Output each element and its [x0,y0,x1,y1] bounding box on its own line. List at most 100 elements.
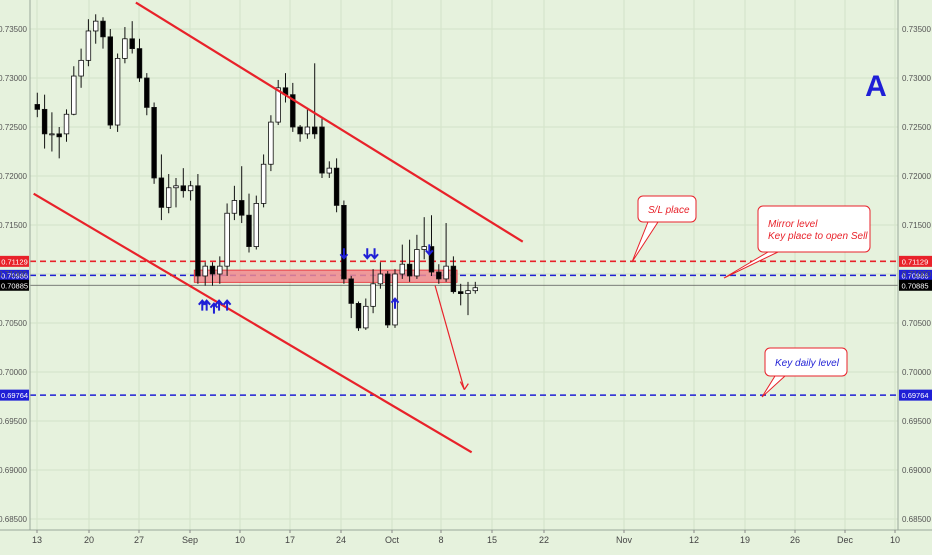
price-badge-right [899,269,932,281]
candle-body [224,212,230,267]
candle-body [85,30,92,61]
sell-zone [193,269,458,283]
x-tick-label: Dec [837,535,854,545]
candle-body [151,107,157,179]
price-badge-left [0,255,29,267]
candle-body [443,265,449,280]
y-tick-label-right: 0.70500 [902,319,931,328]
y-tick-label-left: 0.71000 [0,270,28,279]
sl-place-callout-pointer [631,221,659,263]
candle-body [144,77,150,108]
y-tick-label-right: 0.69000 [902,466,931,475]
y-tick-label-right: 0.71500 [902,221,931,230]
candle-body [56,133,62,138]
price-badge-label-right: 0.70986 [901,271,928,280]
y-tick-label-right: 0.69500 [902,417,931,426]
candle-body [114,58,121,126]
candle-body [180,185,186,192]
candle-body [290,94,296,128]
candle-body [253,203,259,247]
sell-arrow-line [434,285,465,390]
down-arrow-icon [425,244,434,256]
candle-body [472,287,478,292]
y-tick-label-left: 0.71500 [0,221,28,230]
price-badge-right [899,389,932,401]
x-tick-label: 22 [539,535,549,545]
y-tick-label-left: 0.72000 [0,172,28,181]
candle-body [370,283,376,307]
y-tick-label-right: 0.68500 [902,515,931,524]
candle-body [122,38,128,59]
x-tick-label: 10 [890,535,900,545]
candle-body [436,271,442,280]
price-badge-right [899,279,932,291]
y-tick-label-left: 0.70500 [0,319,28,328]
candle-body [238,200,245,216]
candle-body [136,48,143,79]
markers-layer [198,244,434,314]
candle-body [260,163,267,204]
price-badge-right [899,255,932,267]
x-tick-label: 20 [84,535,94,545]
candle-body [93,20,99,32]
candle-body [326,167,332,174]
sell-arrow-head [459,381,469,390]
y-tick-label-left: 0.69000 [0,466,28,475]
x-tick-label: 24 [336,535,346,545]
y-tick-label-right: 0.72000 [902,172,931,181]
candle-body [217,265,223,275]
candle-body [209,265,216,275]
candle-body [107,36,113,126]
candle-body [34,104,40,110]
candle-body [406,263,413,277]
candle-body [268,121,274,165]
candle-body [165,187,172,208]
candle-body [414,249,420,277]
price-badge-label-right: 0.70885 [901,281,928,290]
channel-line [135,1,524,243]
candle-body [297,126,303,135]
candle-body [158,177,165,208]
y-tick-label-right: 0.73000 [902,74,931,83]
candle-body [421,246,427,250]
y-tick-label-right: 0.71000 [902,270,931,279]
y-tick-label-left: 0.73500 [0,25,28,34]
candle-body [71,75,77,115]
y-tick-label-left: 0.72500 [0,123,28,132]
up-arrow-icon [202,299,211,311]
x-tick-label: Oct [385,535,400,545]
x-tick-label: 15 [487,535,497,545]
candle-body [41,108,48,135]
candles-layer [34,14,478,331]
candle-body [304,126,311,135]
candle-body [129,38,135,49]
key-daily-level-callout-text: Key daily level [775,358,840,369]
sl-place-callout-box [637,195,697,223]
up-arrow-icon [390,297,400,309]
grid-layer [30,0,898,530]
candle-body [63,113,70,135]
candle-body [363,305,369,329]
candle-body [457,291,464,295]
candle-body [311,126,318,135]
candle-body [275,87,281,123]
candle-body [450,265,457,293]
key-daily-level-callout-pointer [761,375,786,398]
candle-body [100,20,106,38]
y-tick-label-left: 0.69500 [0,417,28,426]
candle-body [428,246,435,273]
candle-body [333,167,340,206]
price-badge-label-left: 0.70885 [1,281,28,290]
candle-body [49,133,55,136]
zone-layer [193,269,458,283]
candle-body [341,204,347,280]
y-tick-label-left: 0.73000 [0,74,28,83]
candle-body [355,302,362,329]
corner-label: A [865,70,887,103]
candle-body [195,185,201,277]
down-arrow-icon [370,248,379,260]
x-tick-label: 10 [235,535,245,545]
mirror-level-callout-text: Mirror level [768,219,818,230]
